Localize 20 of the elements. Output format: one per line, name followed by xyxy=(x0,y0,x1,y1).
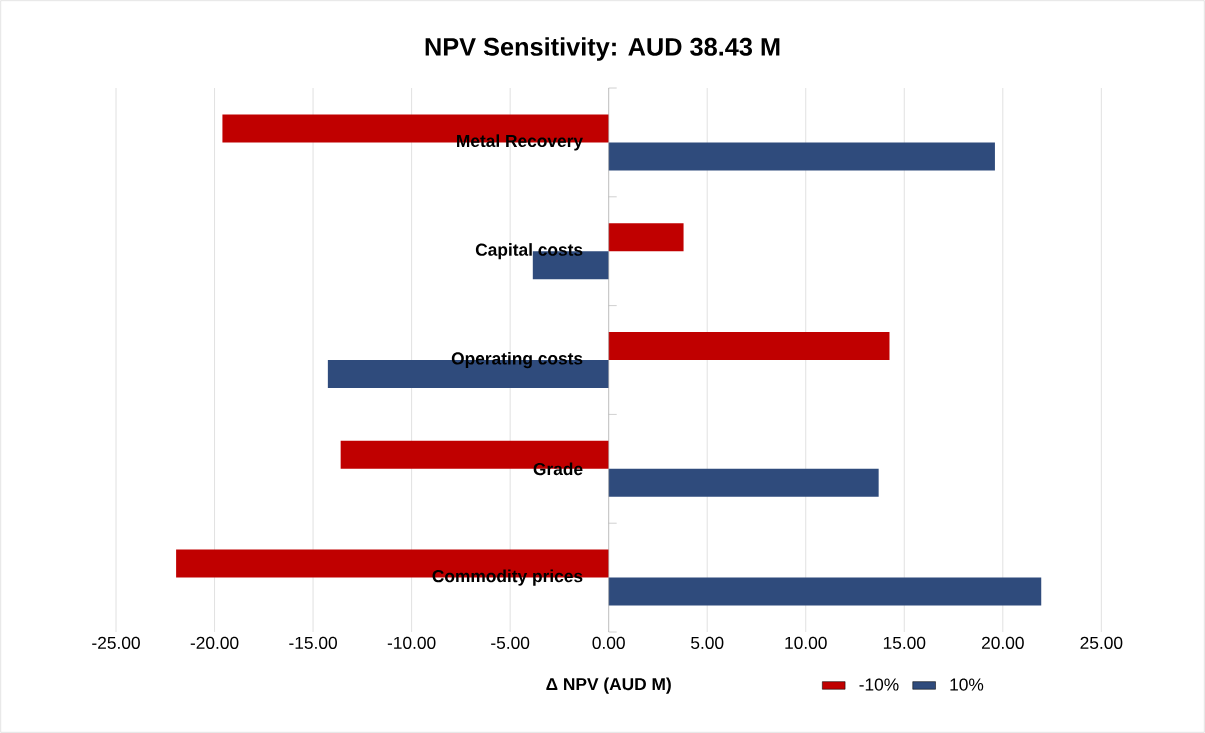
bar xyxy=(608,332,890,361)
bar xyxy=(608,142,995,171)
x-tick-label: -5.00 xyxy=(491,636,530,649)
bar xyxy=(608,577,1042,606)
bar xyxy=(608,223,684,252)
x-tick-label: 20.00 xyxy=(982,636,1024,649)
x-tick-label: 10.00 xyxy=(785,636,827,649)
x-tick-label: 5.00 xyxy=(691,636,724,649)
x-tick-label: -15.00 xyxy=(289,636,337,649)
x-tick-label: 25.00 xyxy=(1080,636,1123,649)
x-tick-label: -20.00 xyxy=(190,636,239,649)
chart-title: NPV Sensitivity: AUD 38.43 M xyxy=(425,37,780,61)
legend-label: 10% xyxy=(950,678,984,691)
x-tick-label: -25.00 xyxy=(92,636,140,649)
x-tick-label: -10.00 xyxy=(387,636,436,649)
bar xyxy=(608,468,879,497)
x-axis-title: Δ NPV (AUD M) xyxy=(546,677,671,694)
legend-label: -10% xyxy=(859,678,899,691)
x-tick-label: 0.00 xyxy=(592,636,625,649)
x-tick-label: 15.00 xyxy=(883,636,926,649)
